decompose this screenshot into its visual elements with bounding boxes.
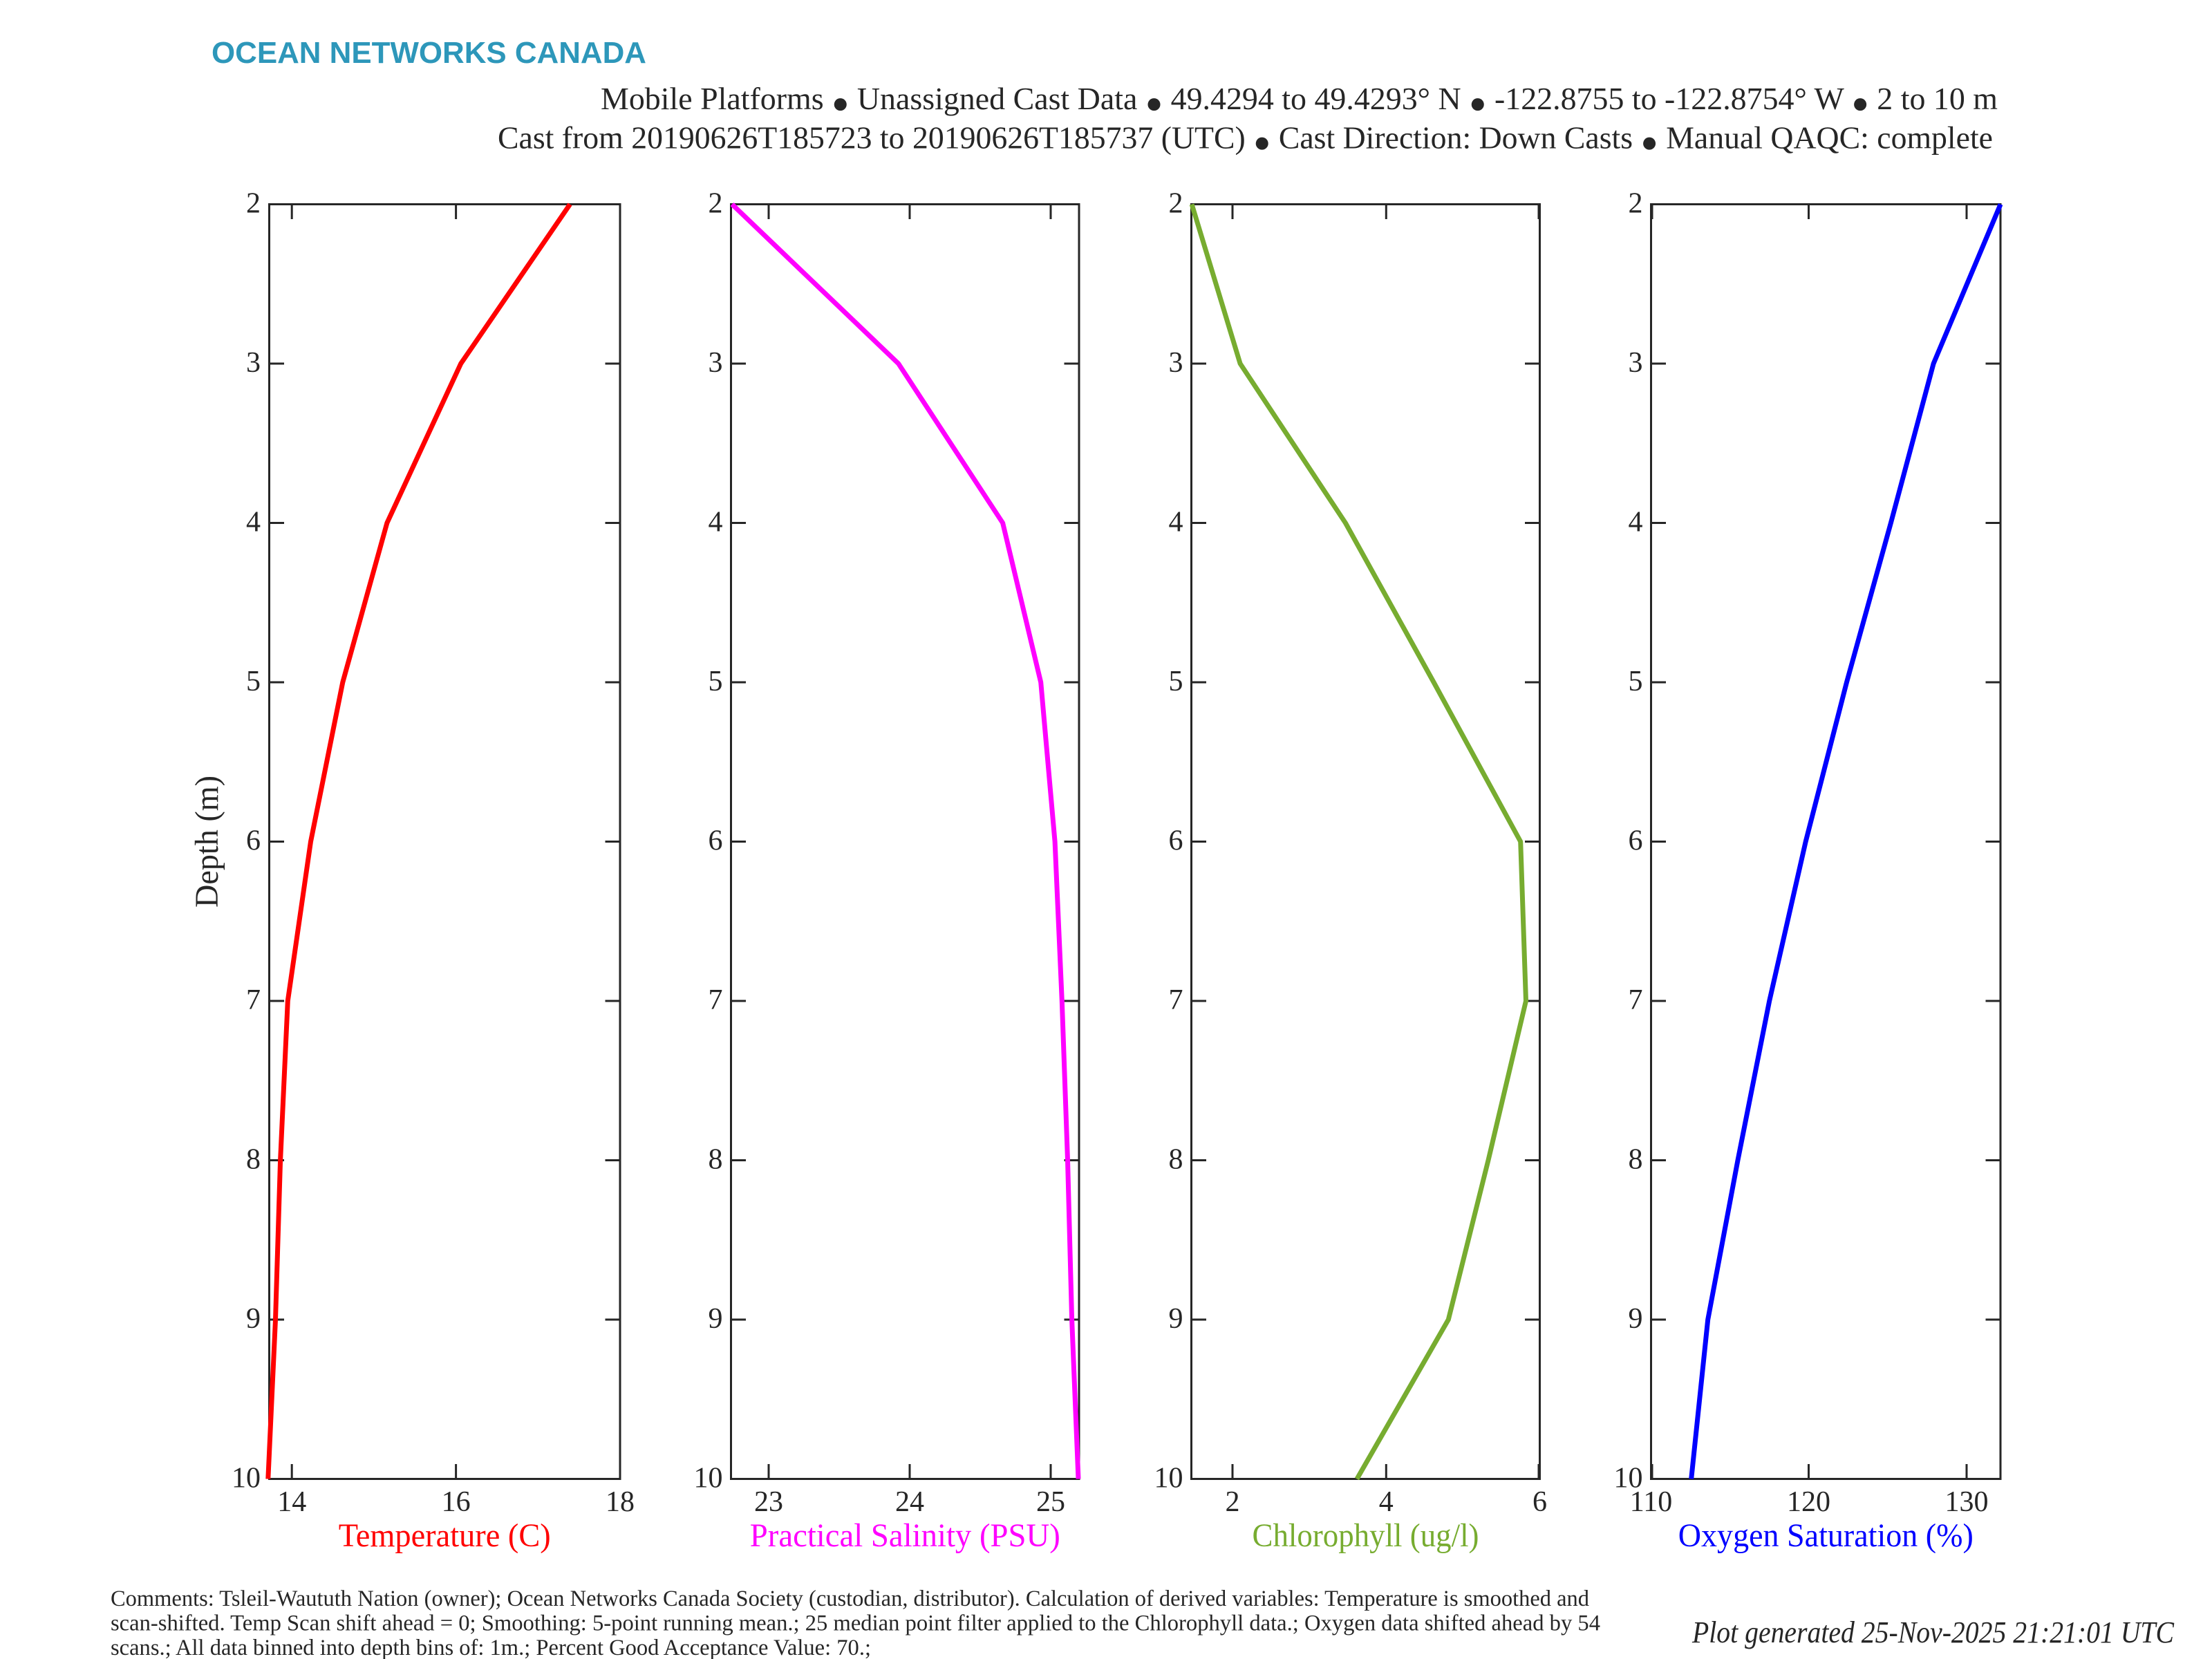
svg-text:Mobile Platforms ● Unassigned: Mobile Platforms ● Unassigned Cast Data …: [601, 81, 1998, 120]
svg-text:10: 10: [232, 1463, 261, 1494]
svg-text:6: 6: [1533, 1486, 1547, 1518]
svg-text:Temperature (C): Temperature (C): [339, 1517, 551, 1554]
svg-text:10: 10: [1154, 1463, 1183, 1494]
svg-text:10: 10: [694, 1463, 723, 1494]
svg-text:Comments: Tsleil-Waututh Natio: Comments: Tsleil-Waututh Nation (owner);…: [111, 1586, 1589, 1611]
svg-text:scans.; All data binned into d: scans.; All data binned into depth bins …: [111, 1635, 871, 1659]
svg-text:OCEAN NETWORKS CANADA: OCEAN NETWORKS CANADA: [212, 36, 646, 70]
svg-text:3: 3: [1629, 347, 1643, 379]
svg-text:5: 5: [246, 666, 261, 697]
svg-text:10: 10: [1614, 1463, 1643, 1494]
svg-text:8: 8: [246, 1144, 261, 1176]
svg-text:4: 4: [1169, 507, 1183, 538]
svg-text:Cast from 20190626T185723 to 2: Cast from 20190626T185723 to 20190626T18…: [498, 120, 1993, 159]
svg-text:scan-shifted. Temp Scan shift: scan-shifted. Temp Scan shift ahead = 0;…: [111, 1611, 1600, 1636]
svg-text:9: 9: [246, 1303, 261, 1335]
svg-text:8: 8: [709, 1144, 723, 1176]
svg-text:Oxygen Saturation (%): Oxygen Saturation (%): [1678, 1517, 1974, 1554]
svg-text:4: 4: [1629, 507, 1643, 538]
svg-text:18: 18: [606, 1486, 635, 1518]
svg-text:5: 5: [1169, 666, 1183, 697]
svg-text:7: 7: [709, 984, 723, 1016]
svg-text:7: 7: [1169, 984, 1183, 1016]
svg-text:2: 2: [1629, 188, 1643, 220]
svg-text:110: 110: [1630, 1486, 1672, 1518]
svg-text:8: 8: [1629, 1144, 1643, 1176]
svg-text:130: 130: [1945, 1486, 1989, 1518]
svg-text:Chlorophyll (ug/l): Chlorophyll (ug/l): [1253, 1517, 1479, 1554]
svg-text:3: 3: [1169, 347, 1183, 379]
svg-text:7: 7: [246, 984, 261, 1016]
svg-text:16: 16: [442, 1486, 471, 1518]
svg-text:2: 2: [1169, 188, 1183, 220]
svg-text:7: 7: [1629, 984, 1643, 1016]
svg-text:6: 6: [246, 825, 261, 857]
svg-text:3: 3: [246, 347, 261, 379]
svg-text:6: 6: [709, 825, 723, 857]
svg-text:9: 9: [1169, 1303, 1183, 1335]
svg-text:6: 6: [1169, 825, 1183, 857]
svg-text:24: 24: [895, 1486, 924, 1518]
svg-text:3: 3: [709, 347, 723, 379]
svg-text:Practical Salinity (PSU): Practical Salinity (PSU): [750, 1517, 1060, 1554]
svg-text:5: 5: [1629, 666, 1643, 697]
svg-text:2: 2: [246, 188, 261, 220]
svg-text:14: 14: [277, 1486, 306, 1518]
svg-text:6: 6: [1629, 825, 1643, 857]
svg-text:23: 23: [754, 1486, 783, 1518]
svg-text:9: 9: [1629, 1303, 1643, 1335]
svg-text:8: 8: [1169, 1144, 1183, 1176]
svg-text:120: 120: [1787, 1486, 1830, 1518]
svg-text:Plot generated 25-Nov-2025 21:: Plot generated 25-Nov-2025 21:21:01 UTC: [1691, 1615, 2174, 1649]
svg-text:2: 2: [709, 188, 723, 220]
svg-text:5: 5: [709, 666, 723, 697]
svg-text:4: 4: [1379, 1486, 1394, 1518]
svg-text:4: 4: [246, 507, 261, 538]
svg-text:Depth (m): Depth (m): [189, 776, 225, 908]
svg-text:25: 25: [1036, 1486, 1065, 1518]
svg-text:4: 4: [709, 507, 723, 538]
svg-text:2: 2: [1226, 1486, 1240, 1518]
svg-text:9: 9: [709, 1303, 723, 1335]
